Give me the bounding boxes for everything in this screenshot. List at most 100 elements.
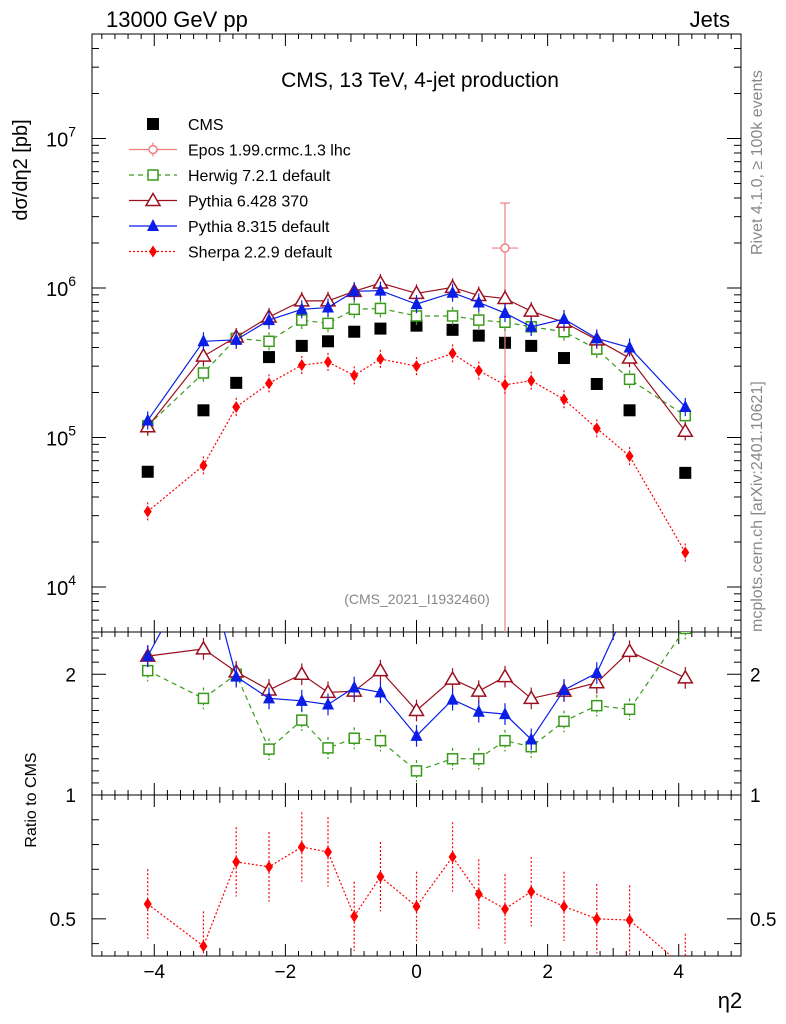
- legend-entry-epos-1-99-crmc-1-3-lhc: Epos 1.99.crmc.1.3 lhc: [129, 142, 351, 160]
- data-point: [374, 302, 387, 315]
- data-point: [141, 465, 154, 478]
- legend-entry-herwig-7-2-1-default: Herwig 7.2.1 default: [129, 168, 331, 185]
- x-tick-label: 2: [542, 962, 553, 983]
- ratio-data-point: [499, 707, 511, 720]
- ratio-data-point: [195, 640, 212, 655]
- data-point: [141, 413, 154, 426]
- data-point: [623, 340, 636, 353]
- ratio-data-point: [473, 753, 485, 765]
- data-point: [195, 347, 212, 362]
- ratio-data-point: [624, 595, 636, 607]
- ratio-data-point: [141, 664, 154, 677]
- data-point: [295, 339, 308, 352]
- legend-marker: [148, 144, 158, 155]
- series-cms: [141, 319, 692, 479]
- ratio-data-point: [679, 632, 692, 635]
- data-point: [297, 359, 306, 372]
- legend-label: Epos 1.99.crmc.1.3 lhc: [188, 143, 351, 160]
- legend-entry-pythia-6-428-370: Pythia 6.428 370: [129, 192, 308, 211]
- analysis-label: (CMS_2021_I1932460): [344, 591, 490, 607]
- data-point: [472, 329, 485, 342]
- ratio-data-point: [143, 897, 152, 910]
- mcplots-label: mcplots.cern.ch [arXiv:2401.10621]: [749, 381, 766, 632]
- data-point: [348, 325, 361, 338]
- legend-label: CMS: [188, 117, 224, 134]
- ratio-series-pythia-8-315-default: [141, 595, 636, 751]
- ratio-data-point: [232, 855, 241, 868]
- data-point: [472, 295, 485, 308]
- ratio-data-point: [350, 910, 359, 923]
- data-point: [374, 283, 387, 296]
- ratio-data-point: [560, 900, 568, 913]
- data-point: [474, 364, 483, 377]
- ratio-data-point: [408, 701, 425, 717]
- ratio-tick-label-right: 1: [750, 786, 761, 807]
- data-point: [623, 404, 636, 417]
- data-point: [623, 373, 636, 386]
- ratio-data-point: [621, 642, 638, 658]
- ratio-data-point: [410, 728, 423, 741]
- ratio-series-pythia-6-428-370: [139, 638, 694, 722]
- series-sherpa-2-2-9-default: [143, 344, 690, 562]
- data-point: [322, 335, 334, 348]
- data-point: [448, 347, 457, 360]
- series-pythia-6-428-370: [139, 273, 694, 441]
- ratio-tick-label-right: 2: [750, 665, 761, 686]
- data-point: [500, 243, 510, 253]
- y-tick-label: 107: [46, 123, 76, 151]
- ratio-data-point: [448, 850, 457, 863]
- data-point: [263, 313, 275, 326]
- axes-group: −4 −2 0 2 4 104 105 106 107 1 1 2 2 0.5 0.5: [46, 33, 776, 983]
- data-point: [199, 459, 208, 472]
- ratio-data-point: [372, 662, 389, 677]
- ratio-data-point: [499, 734, 511, 747]
- ratio-data-point: [263, 743, 275, 755]
- ratio-data-point: [376, 870, 385, 883]
- ratio-data-point: [592, 912, 601, 925]
- y-axis-label-main: dσ/dη2 [pb]: [10, 119, 32, 220]
- data-point: [410, 319, 423, 332]
- legend: CMS Epos 1.99.crmc.1.3 lhc Herwig 7.2.1 de…: [129, 117, 351, 262]
- ratio-data-point: [230, 669, 243, 682]
- x-tick-label: −2: [275, 962, 297, 983]
- ratio-data-point: [296, 714, 308, 726]
- ratio-data-point: [527, 885, 536, 898]
- data-point: [522, 302, 540, 317]
- data-point: [527, 374, 536, 387]
- ratio-data-point: [474, 888, 483, 901]
- ratio-data-point: [322, 697, 334, 710]
- data-point: [376, 353, 385, 366]
- x-tick-label: 0: [411, 962, 422, 983]
- ratio-series-group: [139, 595, 694, 956]
- ratio-data-point: [295, 693, 308, 706]
- data-point: [499, 306, 511, 319]
- data-point: [625, 450, 634, 463]
- data-point: [446, 285, 459, 298]
- data-point: [590, 331, 603, 344]
- ratio-data-point: [263, 691, 275, 704]
- y-tick-label: 106: [46, 273, 76, 301]
- ratio-data-point: [591, 699, 603, 712]
- data-point: [374, 322, 387, 335]
- legend-marker: [147, 219, 159, 231]
- data-point: [676, 422, 694, 438]
- ratio-data-point: [444, 670, 461, 685]
- x-tick-label: −4: [143, 962, 165, 983]
- ratio-data-point: [525, 732, 538, 745]
- ratio-data-point: [410, 765, 423, 777]
- data-point: [265, 377, 273, 390]
- data-point: [501, 378, 509, 391]
- data-point: [324, 355, 332, 368]
- data-point: [412, 360, 421, 373]
- data-point: [558, 312, 570, 325]
- ratio-data-point: [197, 692, 210, 705]
- ratio-data-point: [324, 845, 332, 858]
- ratio-data-point: [374, 685, 387, 698]
- header-energy-label: 13000 GeV pp: [106, 7, 248, 32]
- ratio-data-point: [348, 680, 361, 693]
- ratio-data-point: [446, 692, 459, 705]
- data-point: [350, 369, 359, 382]
- series-epos-1-99-crmc-1-3-lhc: [491, 202, 519, 632]
- data-point: [143, 505, 152, 518]
